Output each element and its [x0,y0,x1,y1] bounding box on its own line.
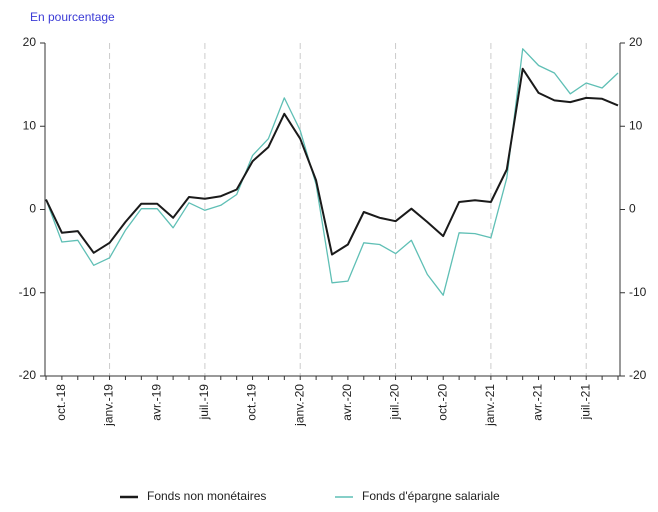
x-tick-label: juil.-19 [197,384,211,421]
legend-label: Fonds d'épargne salariale [362,489,500,503]
x-tick-label: janv.-19 [102,384,116,427]
x-tick-label: janv.-21 [483,384,497,427]
x-tick-label: avr.-21 [531,384,545,421]
y2-tick-label: 10 [629,118,643,132]
y2-tick-label: 0 [629,202,636,216]
y2-tick-label: -20 [629,368,647,382]
legend-label: Fonds non monétaires [147,489,266,503]
y2-tick-label: 20 [629,35,643,49]
x-tick-label: avr.-19 [149,384,163,421]
series-line [45,67,619,256]
y-tick-label: 0 [29,202,36,216]
x-tick-label: janv.-20 [292,384,306,427]
chart-subtitle: En pourcentage [30,10,115,24]
series-line [45,48,619,296]
x-tick-label: juil.-20 [388,384,402,421]
y2-tick-label: -10 [629,285,647,299]
x-tick-label: oct.-19 [245,384,259,421]
x-tick-label: oct.-18 [54,384,68,421]
x-tick-label: juil.-21 [578,384,592,421]
y-tick-label: 20 [23,35,37,49]
y-tick-label: 10 [23,118,37,132]
y-tick-label: -10 [19,285,37,299]
x-tick-label: oct.-20 [435,384,449,421]
x-tick-label: avr.-20 [340,384,354,421]
y-tick-label: -20 [19,368,37,382]
